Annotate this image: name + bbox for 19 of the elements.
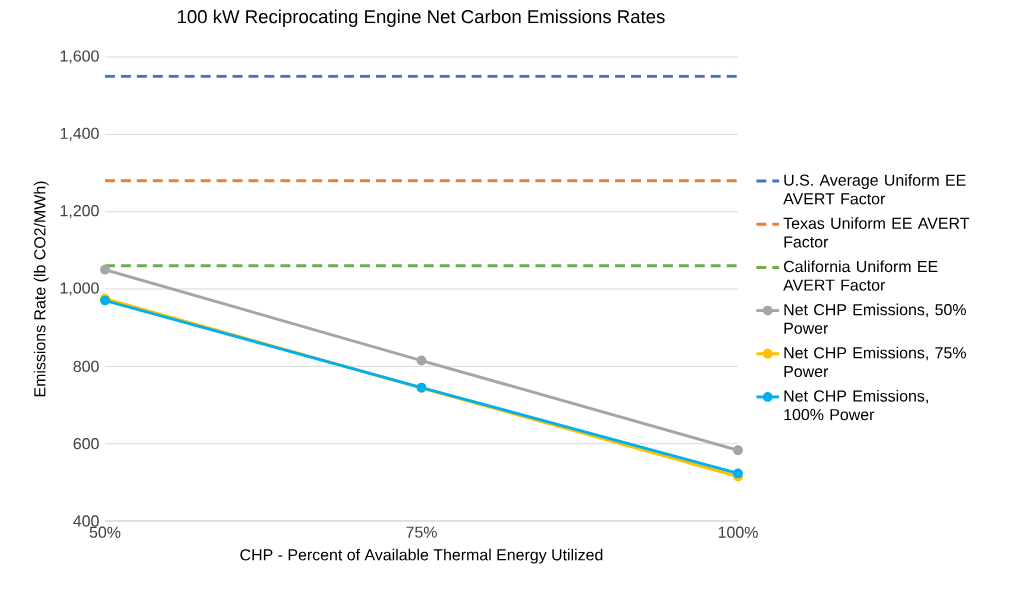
y-tick-label: 1,000 [60, 282, 99, 296]
legend-label: Net CHP Emissions, 50% Power [784, 303, 966, 334]
x-tick-label: 50% [89, 526, 121, 538]
legend-label: Net CHP Emissions, 100% Power [784, 389, 928, 421]
legend-label: Texas Uniform EE AVERT Factor [783, 217, 970, 248]
y-tick-label: 400 [73, 515, 99, 527]
y-tick-label: 800 [73, 360, 99, 372]
y-tick-label: 1,400 [60, 127, 99, 141]
y-tick-label: 1,600 [60, 50, 99, 64]
y-tick-label: 1,200 [60, 205, 99, 219]
legend-label: California Uniform EE AVERT Factor [783, 260, 938, 291]
x-tick-label: 100% [718, 526, 758, 538]
legend-label: U.S. Average Uniform EE AVERT Factor [783, 174, 966, 205]
y-tick-label: 600 [73, 438, 99, 450]
x-tick-label: 75% [406, 526, 437, 538]
chart-title: 100 kW Reciprocating Engine Net Carbon Emissions Rates [177, 9, 665, 27]
legend-label: Net CHP Emissions, 75% Power [784, 346, 966, 378]
x-axis-title: CHP - Percent of Available Thermal Energy Utilized [240, 548, 603, 564]
y-axis-title: Emissions Rate (lb CO2/MWh) [33, 181, 49, 397]
